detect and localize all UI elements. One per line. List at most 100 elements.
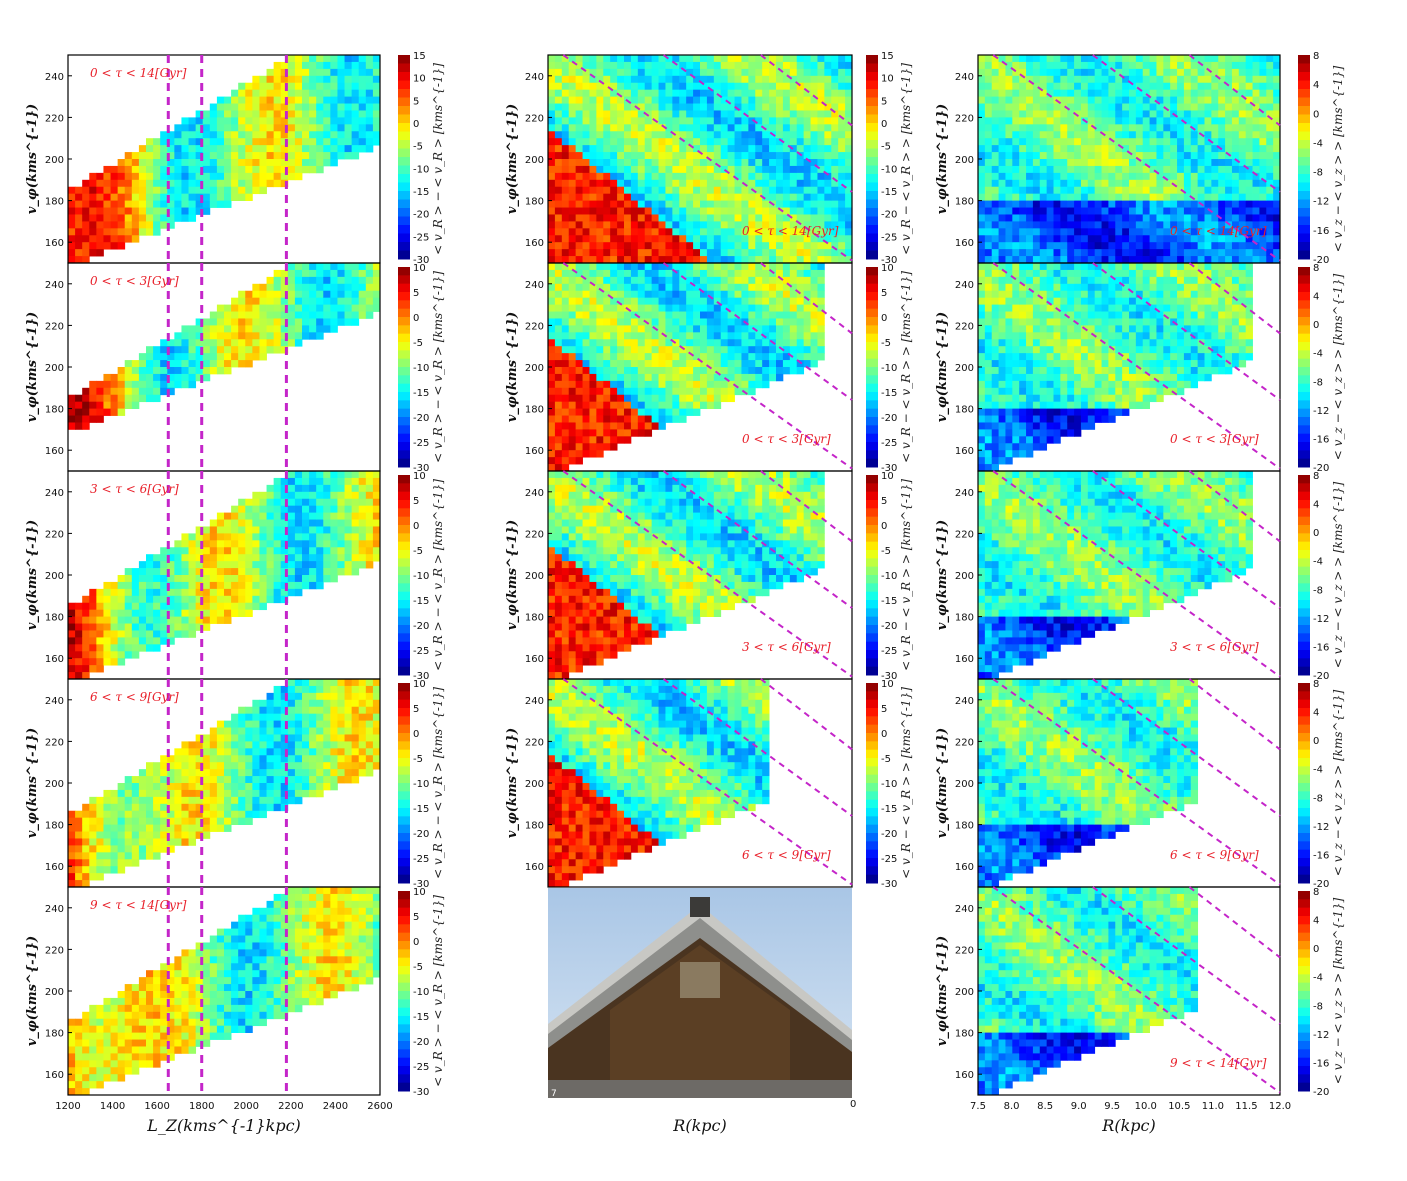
- heatmap-cell: [110, 408, 119, 416]
- heatmap-cell: [596, 276, 604, 285]
- heatmap-cell: [323, 325, 331, 333]
- heatmap-cell: [131, 387, 140, 396]
- heatmap-cell: [769, 103, 777, 111]
- heatmap-cell: [658, 68, 666, 77]
- heatmap-cell: [337, 145, 345, 153]
- heatmap-cell: [153, 776, 161, 784]
- heatmap-cell: [769, 207, 777, 215]
- heatmap-cell: [651, 131, 659, 139]
- heatmap-cell: [280, 783, 289, 791]
- heatmap-cell: [103, 838, 111, 846]
- heatmap-cell: [280, 96, 289, 104]
- heatmap-cell: [209, 817, 218, 825]
- heatmap-cell: [651, 256, 659, 264]
- heatmap-cell: [803, 55, 811, 63]
- heatmap-cell: [273, 82, 282, 91]
- heatmap-cell: [316, 269, 324, 278]
- heatmap-cell: [706, 138, 715, 146]
- heatmap-cell: [554, 311, 563, 319]
- heatmap-cell: [167, 796, 175, 805]
- heatmap-cell: [700, 332, 708, 340]
- heatmap-cell: [167, 200, 175, 208]
- heatmap-cell: [287, 963, 296, 971]
- heatmap-cell: [575, 186, 583, 195]
- heatmap-cell: [273, 311, 282, 319]
- heatmap-cell: [188, 789, 197, 798]
- heatmap-cell: [706, 297, 715, 305]
- heatmap-cell: [160, 581, 168, 590]
- heatmap-cell: [548, 415, 556, 423]
- heatmap-cell: [769, 117, 777, 125]
- heatmap-cell: [245, 935, 253, 943]
- heatmap-cell: [294, 720, 303, 728]
- heatmap-cell: [245, 89, 253, 97]
- heatmap-cell: [617, 103, 625, 111]
- heatmap-cell: [610, 242, 618, 250]
- heatmap-cell: [294, 145, 303, 153]
- heatmap-cell: [259, 526, 267, 534]
- heatmap-cell: [796, 242, 805, 250]
- heatmap-cell: [195, 789, 204, 798]
- heatmap-cell: [824, 96, 832, 104]
- heatmap-cell: [589, 152, 597, 160]
- heatmap-cell: [713, 276, 722, 285]
- heatmap-cell: [596, 221, 604, 229]
- heatmap-cell: [658, 110, 666, 118]
- heatmap-cell: [713, 290, 722, 299]
- heatmap-cell: [741, 221, 749, 229]
- heatmap-cell: [287, 269, 296, 278]
- heatmap-cell: [294, 103, 303, 111]
- heatmap-cell: [782, 159, 791, 167]
- heatmap-cell: [589, 311, 597, 319]
- heatmap-cell: [365, 477, 374, 486]
- heatmap-cell: [337, 547, 345, 555]
- heatmap-cell: [280, 276, 289, 285]
- heatmap-cell: [124, 595, 133, 604]
- heatmap-cell: [610, 61, 618, 70]
- heatmap-cell: [358, 505, 367, 513]
- heatmap-cell: [131, 575, 140, 583]
- heatmap-cell: [75, 616, 83, 624]
- heatmap-cell: [117, 159, 126, 167]
- heatmap-cell: [700, 304, 708, 312]
- heatmap-cell: [146, 609, 154, 617]
- heatmap-cell: [138, 387, 147, 396]
- heatmap-cell: [693, 82, 701, 91]
- heatmap-cell: [153, 644, 161, 652]
- heatmap-cell: [323, 138, 331, 146]
- heatmap-cell: [89, 1018, 97, 1027]
- heatmap-cell: [817, 75, 825, 84]
- heatmap-cell: [810, 214, 818, 222]
- heatmap-cell: [238, 304, 246, 312]
- heatmap-cell: [796, 103, 805, 111]
- heatmap-cell: [231, 970, 239, 978]
- heatmap-cell: [358, 138, 367, 146]
- heatmap-cell: [302, 907, 310, 916]
- heatmap-cell: [245, 1018, 253, 1027]
- heatmap-cell: [146, 159, 154, 167]
- heatmap-cell: [782, 165, 791, 174]
- heatmap-cell: [146, 997, 154, 1006]
- heatmap-cell: [181, 803, 189, 812]
- heatmap-cell: [231, 991, 239, 999]
- heatmap-cell: [831, 103, 839, 111]
- heatmap-cell: [548, 221, 556, 229]
- heatmap-cell: [665, 311, 673, 319]
- heatmap-cell: [259, 339, 267, 347]
- heatmap-cell: [337, 269, 345, 278]
- heatmap-cell: [309, 907, 317, 916]
- heatmap-cell: [548, 228, 556, 236]
- heatmap-cell: [596, 373, 604, 382]
- heatmap-cell: [188, 131, 197, 139]
- heatmap-cell: [693, 360, 701, 368]
- heatmap-cell: [796, 207, 805, 215]
- heatmap-cell: [372, 61, 381, 70]
- heatmap-cell: [138, 568, 147, 576]
- heatmap-cell: [637, 221, 646, 229]
- heatmap-cell: [755, 235, 763, 243]
- heatmap-cell: [603, 360, 611, 368]
- heatmap-cell: [706, 131, 715, 139]
- heatmap-cell: [351, 283, 360, 292]
- heatmap-cell: [796, 82, 805, 91]
- panel-c0-r0: [68, 55, 381, 264]
